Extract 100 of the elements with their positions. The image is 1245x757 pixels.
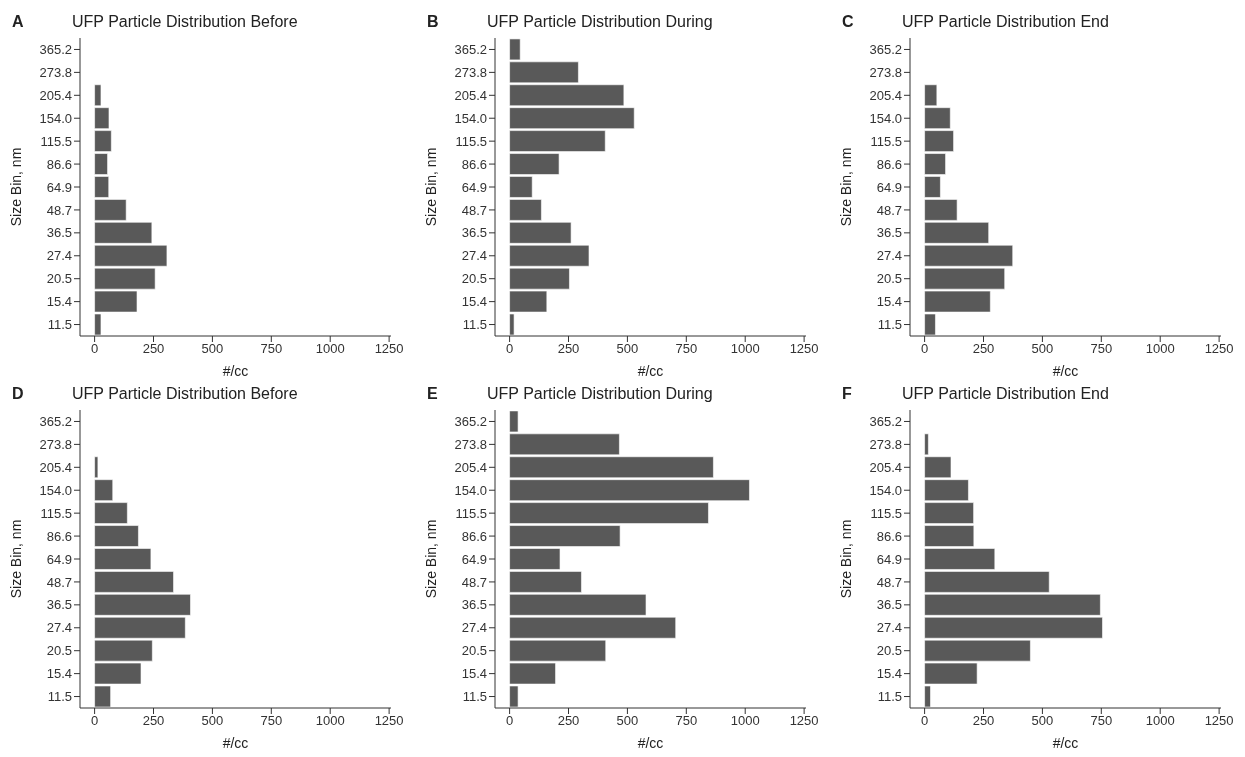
x-tick-label: 1250 (374, 713, 404, 729)
y-tick-label: 15.4 (46, 294, 72, 310)
x-tick-label: 250 (142, 713, 165, 729)
y-tick-label: 154.0 (39, 110, 72, 126)
y-tick-label: 86.6 (876, 528, 902, 544)
y-tick-label: 11.5 (462, 689, 487, 705)
y-axis-title: Size Bin, nm (422, 147, 439, 227)
x-tick-label: 750 (260, 713, 283, 729)
x-axis-title: #/cc (1052, 735, 1079, 751)
y-tick-label: 154.0 (454, 110, 487, 126)
x-tick-label: 750 (1090, 341, 1113, 357)
x-tick-label: 1000 (315, 341, 345, 357)
y-tick-label: 64.9 (46, 179, 72, 195)
x-tick-label: 500 (1031, 713, 1054, 729)
x-tick-label: 0 (920, 341, 929, 357)
text: A (11, 13, 25, 31)
y-tick-label: 27.4 (876, 620, 902, 636)
y-tick-label: 11.5 (47, 689, 72, 705)
y-tick-label: 205.4 (39, 459, 72, 475)
y-axis-title: Size Bin, nm (837, 519, 854, 599)
chart-title: UFP Particle Distribution End (902, 13, 1109, 31)
y-tick-label: 205.4 (869, 87, 902, 103)
y-tick-label: 20.5 (876, 643, 902, 659)
y-tick-label: 365.2 (39, 414, 72, 430)
x-tick-label: 500 (616, 341, 639, 357)
y-tick-label: 48.7 (461, 574, 487, 590)
y-tick-label: 15.4 (46, 666, 72, 682)
y-tick-label: 20.5 (46, 271, 72, 287)
y-tick-label: 365.2 (454, 42, 487, 58)
x-axis-title: #/cc (637, 735, 664, 751)
x-tick-label: 250 (557, 713, 580, 729)
chart-title: UFP Particle Distribution End (902, 385, 1109, 403)
y-tick-label: 36.5 (46, 597, 72, 613)
y-tick-label: 11.5 (877, 689, 902, 705)
y-tick-label: 273.8 (39, 437, 72, 452)
y-tick-label: 20.5 (461, 271, 487, 287)
y-tick-label: 11.5 (877, 317, 902, 333)
x-tick-label: 250 (972, 713, 995, 729)
y-axis-title: Size Bin, nm (7, 147, 24, 227)
y-tick-label: 48.7 (876, 574, 902, 590)
y-tick-label: 86.6 (461, 528, 487, 544)
y-tick-label: 48.7 (461, 202, 487, 218)
y-tick-label: 48.7 (46, 202, 72, 218)
y-tick-label: 273.8 (869, 437, 902, 452)
x-tick-label: 500 (201, 713, 224, 729)
y-tick-label: 27.4 (46, 620, 72, 636)
y-tick-label: 64.9 (461, 551, 487, 567)
y-tick-label: 205.4 (454, 459, 487, 475)
x-tick-label: 1250 (789, 341, 819, 357)
x-tick-label: 0 (920, 713, 929, 729)
y-tick-label: 36.5 (876, 225, 902, 241)
x-tick-label: 750 (675, 713, 698, 729)
y-tick-label: 115.5 (455, 505, 487, 521)
x-tick-label: 500 (1031, 341, 1054, 357)
x-tick-label: 0 (505, 713, 514, 729)
y-tick-label: 273.8 (39, 65, 72, 80)
x-tick-label: 250 (972, 341, 995, 357)
x-tick-label: 1000 (730, 341, 760, 357)
x-tick-label: 0 (90, 713, 99, 729)
x-axis-title: #/cc (222, 735, 249, 751)
y-tick-label: 27.4 (46, 248, 72, 264)
y-tick-label: 36.5 (876, 597, 902, 613)
y-tick-label: 11.5 (462, 317, 487, 333)
y-tick-label: 86.6 (46, 528, 72, 544)
y-tick-label: 115.5 (870, 505, 902, 521)
text: B (426, 13, 440, 31)
y-axis-title: Size Bin, nm (837, 147, 854, 227)
y-tick-label: 64.9 (461, 179, 487, 195)
y-tick-label: 48.7 (876, 202, 902, 218)
y-tick-label: 154.0 (869, 482, 902, 498)
y-tick-label: 86.6 (46, 156, 72, 172)
x-tick-label: 1000 (315, 713, 345, 729)
y-tick-label: 115.5 (40, 133, 72, 149)
y-tick-label: 27.4 (461, 620, 487, 636)
y-tick-label: 365.2 (869, 42, 902, 58)
y-tick-label: 115.5 (40, 505, 72, 521)
text: E (426, 385, 439, 403)
x-tick-label: 500 (201, 341, 224, 357)
x-tick-label: 1000 (730, 713, 760, 729)
x-tick-label: 250 (142, 341, 165, 357)
y-tick-label: 15.4 (461, 294, 487, 310)
x-axis-title: #/cc (1052, 363, 1079, 379)
x-tick-label: 0 (505, 341, 514, 357)
y-tick-label: 15.4 (461, 666, 487, 682)
chart-title: UFP Particle Distribution During (487, 13, 713, 31)
chart-title: UFP Particle Distribution During (487, 385, 713, 403)
text: D (11, 385, 25, 403)
y-tick-label: 20.5 (876, 271, 902, 287)
y-axis-title: Size Bin, nm (7, 519, 24, 599)
x-axis-title: #/cc (637, 363, 664, 379)
x-tick-label: 0 (90, 341, 99, 357)
y-tick-label: 36.5 (461, 225, 487, 241)
y-tick-label: 27.4 (876, 248, 902, 264)
y-tick-label: 48.7 (46, 574, 72, 590)
x-tick-label: 750 (675, 341, 698, 357)
text: F (841, 385, 853, 403)
x-tick-label: 500 (616, 713, 639, 729)
y-tick-label: 365.2 (39, 42, 72, 58)
x-tick-label: 1250 (1204, 341, 1234, 357)
y-axis-title: Size Bin, nm (422, 519, 439, 599)
